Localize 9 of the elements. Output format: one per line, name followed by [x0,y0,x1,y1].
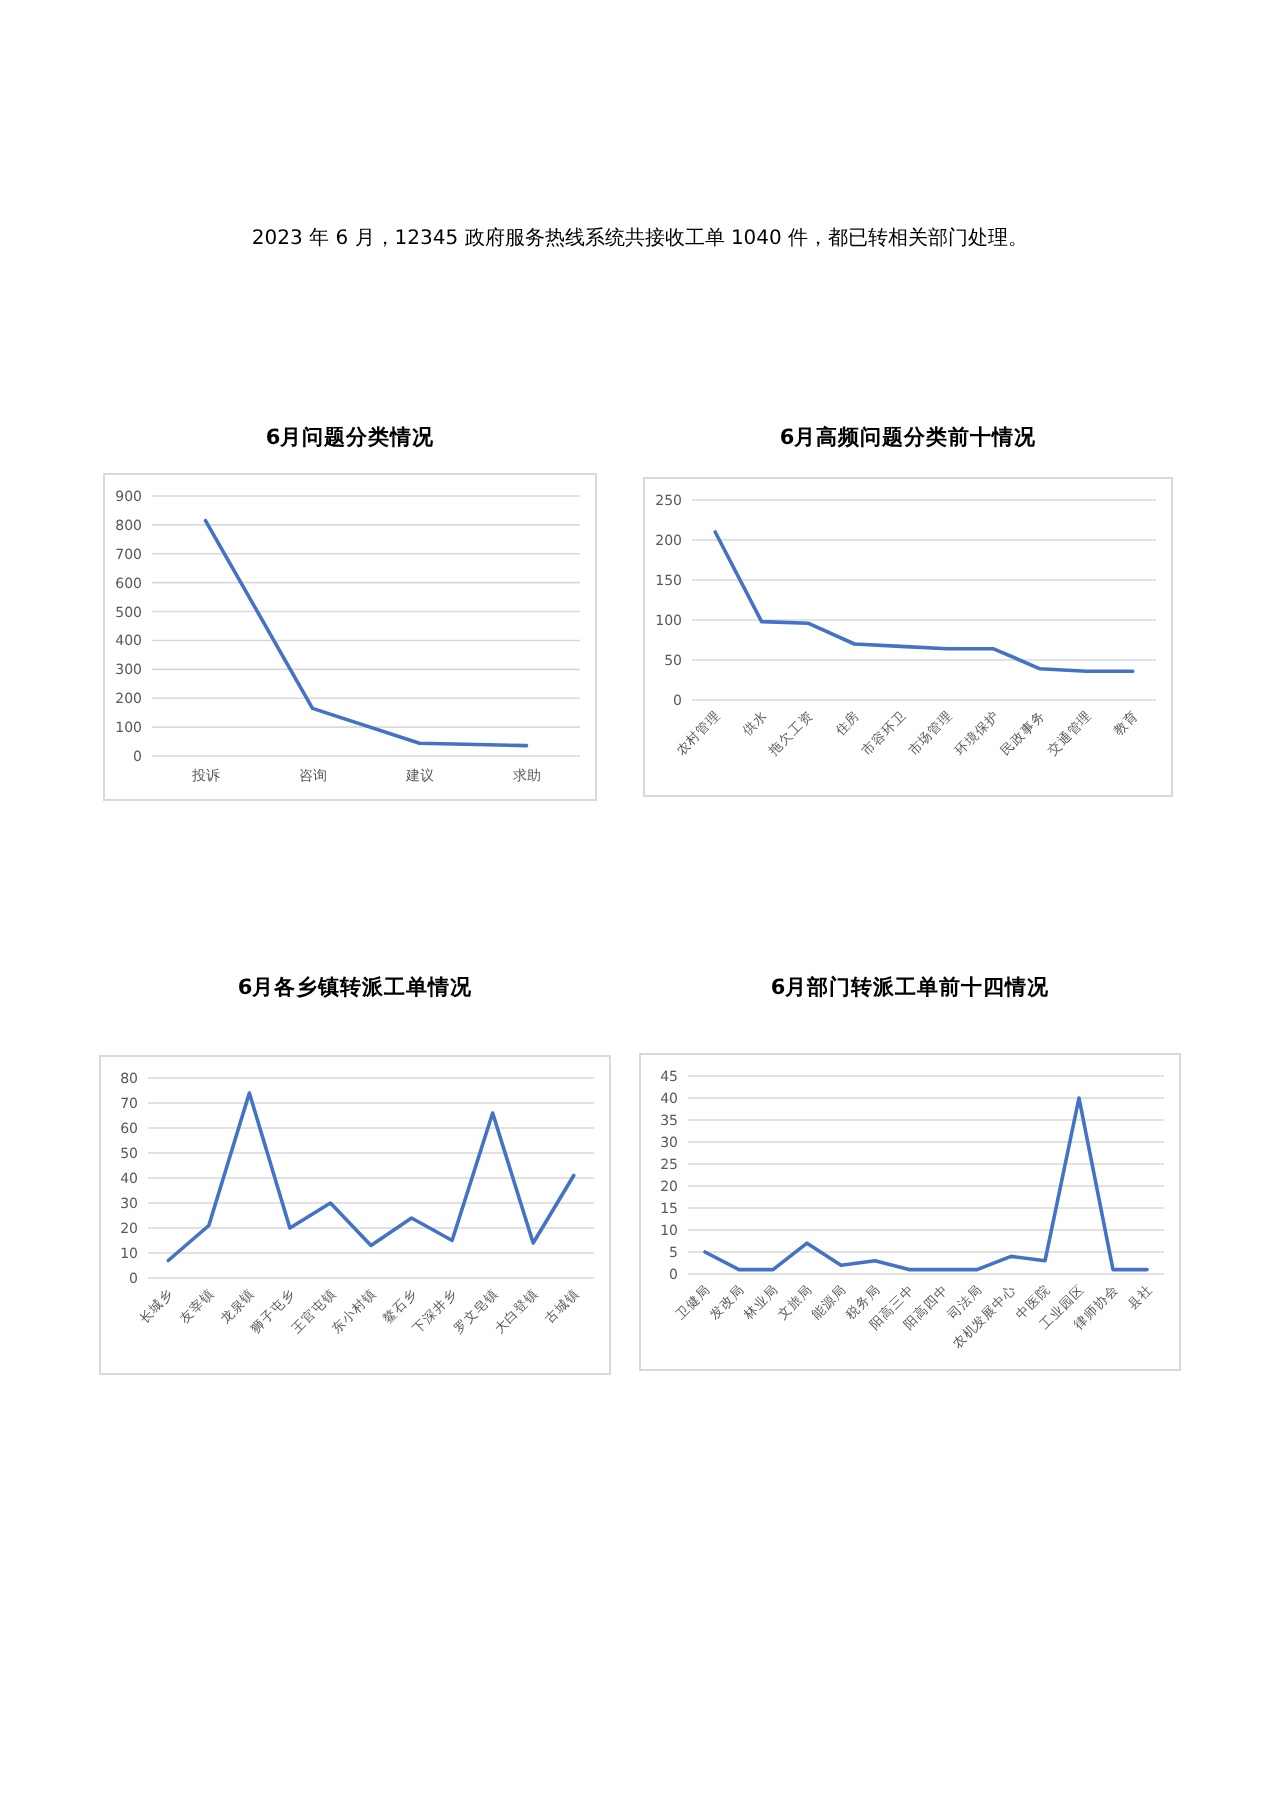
chart-title: 6月问题分类情况 [265,424,437,450]
line-series [166,1091,576,1263]
text: 2023 年 6 月，12345 政府服务热线系统共接收工单 1040 件，都已转相关部门处理。 [251,226,1029,250]
chart-title: 6月部门转派工单前十四情况 [770,974,1052,1000]
chart-title: 6月高频问题分类前十情况 [779,424,1039,450]
line-series [203,518,529,748]
line-series [713,530,1135,673]
chart-title: 6月各乡镇转派工单情况 [237,974,475,1000]
line-series [703,1096,1149,1272]
